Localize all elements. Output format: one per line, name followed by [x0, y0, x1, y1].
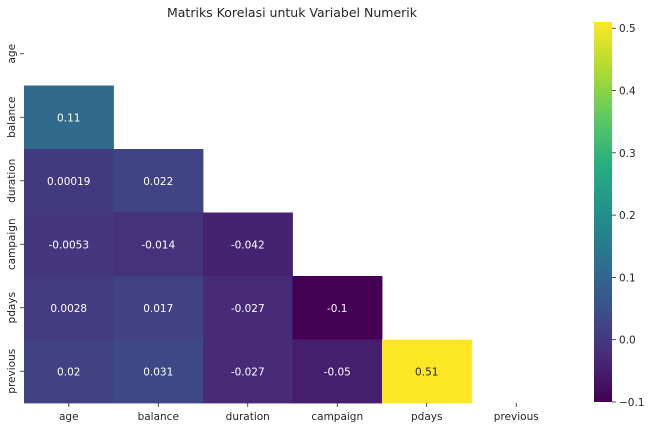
cell-value-label: 0.51 [415, 366, 438, 378]
heatmap-cell-previous-pdays [382, 339, 472, 404]
x-tick-label-balance: balance [138, 411, 179, 423]
cell-value-label: 0.02 [57, 366, 80, 378]
cell-value-label: -0.0053 [48, 239, 89, 251]
x-tick-label-previous: previous [494, 411, 539, 423]
cell-value-label: 0.017 [143, 303, 173, 315]
y-tick-label-age: age [6, 44, 18, 64]
cell-value-label: -0.1 [327, 303, 348, 315]
heatmap-cell-campaign-duration [203, 212, 293, 277]
y-axis-ticks: age balance duration campaign pdays previous [6, 44, 24, 394]
heatmap-cell-previous-duration [203, 339, 293, 404]
colorbar [594, 22, 612, 402]
colorbar-tick-label: 0.3 [619, 148, 636, 160]
x-tick-label-campaign: campaign [311, 411, 363, 423]
x-tick-label-pdays: pdays [411, 411, 442, 423]
cell-value-label: -0.042 [231, 239, 265, 251]
cell-value-label: 0.031 [143, 366, 173, 378]
y-tick-label-pdays: pdays [6, 292, 18, 323]
cell-value-label: -0.05 [324, 366, 351, 378]
heatmap-cell-previous-age [24, 339, 114, 404]
cell-value-label: -0.014 [141, 239, 175, 251]
cell-value-label: 0.022 [143, 176, 173, 188]
colorbar-tick-label: 0.0 [619, 335, 636, 347]
y-tick-label-previous: previous [6, 349, 18, 394]
cell-value-label: -0.027 [231, 366, 265, 378]
heatmap-cells [24, 85, 472, 404]
heatmap-cell-campaign-age [24, 212, 114, 277]
colorbar-tick-label: 0.2 [619, 210, 636, 222]
colorbar-ticks: −0.1 0.0 0.1 0.2 0.3 0.4 0.5 [612, 23, 645, 409]
heatmap-cell-previous-campaign [292, 339, 383, 404]
heatmap-cell-pdays-duration [203, 276, 293, 340]
chart-title: Matriks Korelasi untuk Variabel Numerik [167, 5, 418, 20]
cell-value-label: 0.11 [57, 112, 80, 124]
cell-value-label: 0.00019 [47, 176, 90, 188]
colorbar-tick-label: 0.5 [619, 23, 636, 35]
colorbar-tick-label: −0.1 [619, 397, 645, 409]
y-tick-label-duration: duration [6, 159, 18, 203]
heatmap-cell-duration-age [24, 149, 114, 213]
heatmap-cell-pdays-campaign [292, 276, 383, 340]
colorbar-tick-label: 0.1 [619, 272, 636, 284]
heatmap-cell-labels: 0.11 0.00019 0.022 -0.0053 -0.014 -0.042 0.002… [47, 112, 438, 378]
colorbar-tick-label: 0.4 [619, 86, 636, 98]
heatmap-cell-balance-age [24, 85, 114, 150]
x-tick-label-duration: duration [226, 411, 270, 423]
y-tick-label-balance: balance [6, 97, 18, 138]
x-axis-ticks: age balance duration campaign pdays previous [59, 403, 539, 423]
x-tick-label-age: age [59, 411, 79, 423]
heatmap-cell-campaign-balance [113, 212, 204, 277]
heatmap-cell-pdays-balance [113, 276, 204, 340]
heatmap-cell-previous-balance [113, 339, 204, 404]
heatmap-cell-duration-balance [113, 149, 204, 213]
cell-value-label: -0.027 [231, 303, 265, 315]
cell-value-label: 0.0028 [50, 303, 87, 315]
heatmap-cell-pdays-age [24, 276, 114, 340]
y-tick-label-campaign: campaign [6, 218, 18, 270]
